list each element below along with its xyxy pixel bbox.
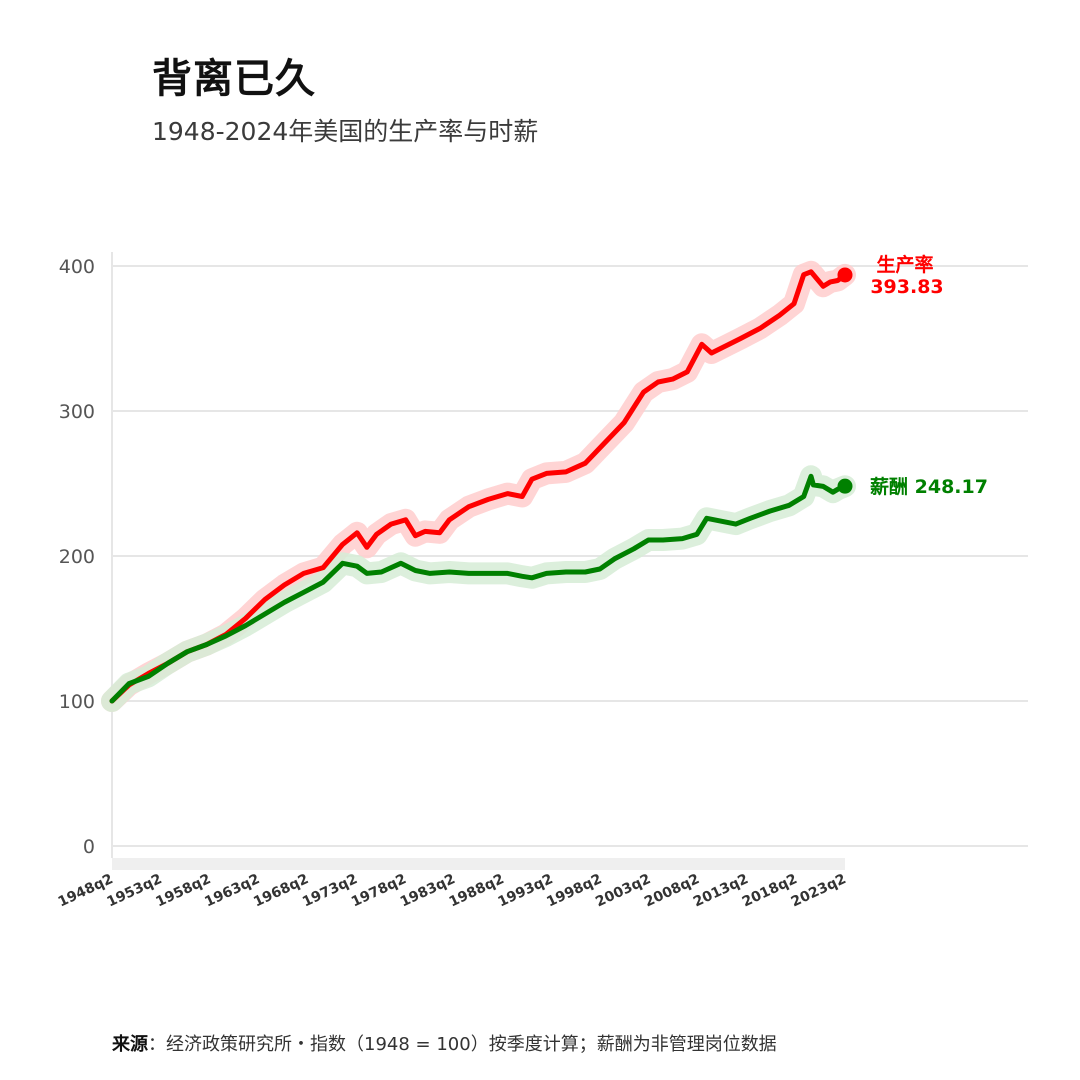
x-tick-label: 1988q2 [447, 871, 507, 910]
compensation-end-point [837, 478, 853, 494]
compensation-label-name: 薪酬 [870, 475, 915, 498]
x-tick-label: 2013q2 [691, 871, 751, 910]
x-tick-label: 2003q2 [593, 871, 653, 910]
x-tick-label: 1998q2 [544, 871, 604, 910]
grid-layer [111, 252, 1028, 870]
x-tick-label: 1993q2 [495, 871, 555, 910]
x-tick-label: 1978q2 [349, 871, 409, 910]
compensation-line [109, 473, 848, 704]
x-tick-label: 2008q2 [642, 871, 702, 910]
source-text: ：经济政策研究所・指数（1948 = 100）按季度计算；薪酬为非管理岗位数据 [148, 1034, 777, 1055]
productivity-line [109, 269, 848, 704]
x-tick-label: 1973q2 [300, 871, 360, 910]
y-tick-label: 200 [59, 546, 95, 568]
x-tick-label: 1953q2 [105, 871, 165, 910]
y-tick-label: 0 [83, 836, 95, 858]
productivity-series-label: 生产率 [876, 253, 933, 276]
x-tick-label: 2023q2 [789, 871, 849, 910]
y-tick-label: 100 [59, 691, 95, 713]
y-tick-label: 300 [59, 401, 95, 423]
x-tick-label: 2018q2 [740, 871, 800, 910]
x-tick-label: 1968q2 [251, 871, 311, 910]
chart-title: 背离已久 [152, 56, 316, 102]
line-chart: 0 100 200 300 400 1948q21953q21958q21963q2196… [56, 252, 1028, 910]
productivity-end-point [837, 267, 853, 283]
compensation-series-label: 薪酬 248.17 [870, 475, 988, 498]
x-tick-label: 1963q2 [202, 871, 262, 910]
source-note: 来源：经济政策研究所・指数（1948 = 100）按季度计算；薪酬为非管理岗位数… [112, 1030, 777, 1056]
x-tick-label: 1958q2 [153, 871, 213, 910]
chart-subtitle: 1948-2024年美国的生产率与时薪 [152, 117, 539, 146]
y-tick-label: 400 [59, 256, 95, 278]
series-layer [101, 260, 856, 712]
x-tick-label: 1948q2 [56, 871, 116, 910]
compensation-end-value: 248.17 [915, 476, 988, 498]
productivity-end-value: 393.83 [870, 276, 943, 298]
x-tick-label: 1983q2 [398, 871, 458, 910]
source-label: 来源 [112, 1034, 148, 1055]
x-axis-band [112, 858, 845, 870]
